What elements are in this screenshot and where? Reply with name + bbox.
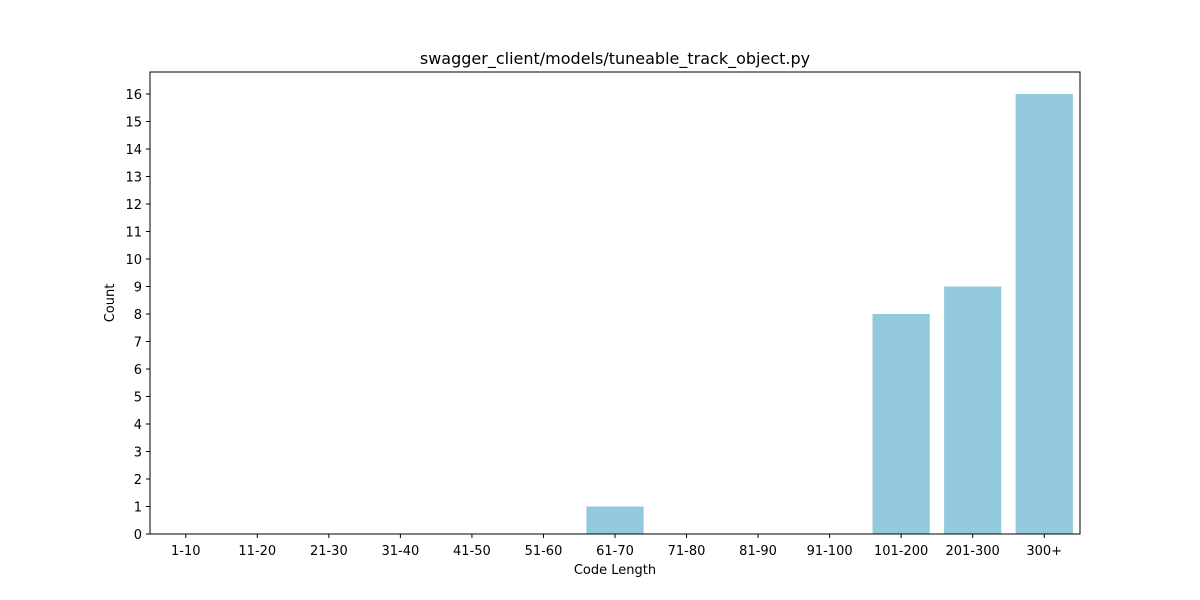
y-tick-label: 5	[134, 391, 142, 406]
bar-101-200	[872, 314, 930, 534]
y-tick-label: 15	[125, 116, 142, 131]
y-tick-label: 8	[134, 308, 142, 323]
chart-title: swagger_client/models/tuneable_track_obj…	[420, 49, 810, 69]
bar-201-300	[944, 286, 1002, 534]
x-axis-label: Code Length	[574, 563, 656, 578]
y-tick-label: 13	[125, 171, 142, 186]
y-tick-label: 6	[134, 363, 142, 378]
x-tick-label: 201-300	[946, 544, 1000, 559]
x-tick-label: 11-20	[238, 544, 276, 559]
x-tick-label: 81-90	[739, 544, 777, 559]
x-tick-label: 101-200	[874, 544, 928, 559]
x-tick-label: 71-80	[668, 544, 706, 559]
plot-frame	[149, 71, 1081, 535]
x-tick-label: 300+	[1026, 544, 1062, 559]
x-axis: 1-10 11-20 21-30 31-40 41-50 51-60 61-70 71-80 8…	[171, 534, 1062, 559]
y-axis-label: Count	[103, 284, 118, 323]
y-tick-label: 16	[125, 88, 142, 103]
x-tick-label: 51-60	[525, 544, 563, 559]
bars-group	[586, 94, 1073, 534]
y-tick-label: 2	[134, 473, 142, 488]
y-tick-label: 10	[125, 253, 142, 268]
y-tick-label: 1	[134, 501, 142, 516]
bar-300+	[1015, 94, 1073, 534]
x-tick-label: 1-10	[171, 544, 201, 559]
x-tick-label: 91-100	[807, 544, 853, 559]
bar-61-70	[586, 506, 644, 534]
x-tick-label: 31-40	[381, 544, 419, 559]
y-tick-label: 7	[134, 336, 142, 351]
y-tick-label: 4	[134, 418, 142, 433]
x-tick-label: 61-70	[596, 544, 634, 559]
y-tick-label: 3	[134, 446, 142, 461]
y-tick-label: 0	[134, 528, 142, 543]
y-tick-label: 12	[125, 198, 142, 213]
x-tick-label: 41-50	[453, 544, 491, 559]
y-tick-label: 11	[125, 226, 142, 241]
x-tick-label: 21-30	[310, 544, 348, 559]
y-tick-label: 14	[125, 143, 142, 158]
y-tick-label: 9	[134, 281, 142, 296]
